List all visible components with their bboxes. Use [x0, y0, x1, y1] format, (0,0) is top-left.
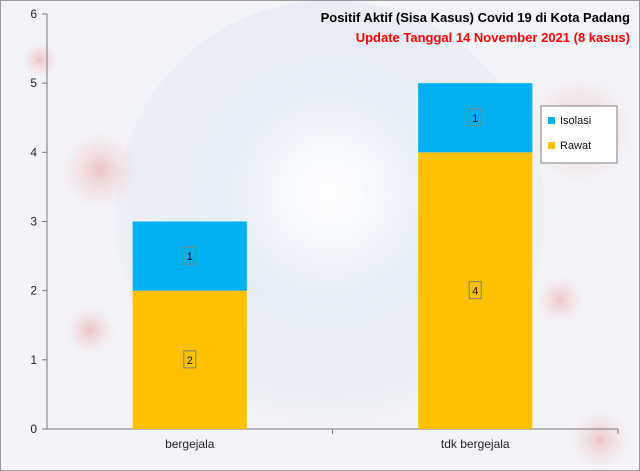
legend-swatch-rawat	[548, 142, 555, 149]
data-label-box	[183, 350, 197, 369]
data-label-box	[183, 246, 197, 265]
virus-particle-decoration	[536, 276, 584, 324]
virus-particle-decoration	[22, 42, 58, 78]
data-label: 1	[472, 113, 478, 125]
legend-box	[540, 105, 618, 164]
bar-isolasi-tdk-bergejala	[418, 83, 533, 153]
bar-rawat-bergejala	[132, 290, 247, 429]
data-label-box	[468, 281, 482, 300]
x-category-label: bergejala	[165, 437, 215, 451]
bars: 2 1 4 1	[132, 83, 533, 430]
virus-particle-decoration	[64, 304, 116, 356]
y-tick-label: 2	[30, 284, 37, 298]
y-tick-label: 0	[30, 422, 37, 436]
bar-isolasi-bergejala	[132, 221, 247, 291]
x-category-label: tdk bergejala	[441, 437, 510, 451]
legend-swatch-isolasi	[548, 117, 555, 124]
y-tick-label: 4	[30, 145, 37, 159]
data-label-box	[468, 108, 482, 127]
virus-particle-decoration	[570, 410, 630, 470]
bar-rawat-tdk-bergejala	[418, 152, 533, 430]
chart-subtitle: Update Tanggal 14 November 2021 (8 kasus…	[356, 30, 630, 45]
data-label: 4	[472, 286, 478, 298]
data-label: 2	[187, 355, 193, 367]
legend-label-isolasi: Isolasi	[560, 115, 591, 127]
virus-particle-decoration	[60, 130, 140, 210]
axes: 0 1 2 3 4 5 6 bergejala tdk bergejala	[30, 7, 619, 451]
legend-label-rawat: Rawat	[560, 140, 591, 152]
data-label: 1	[187, 251, 193, 263]
y-tick-label: 6	[30, 7, 37, 21]
y-tick-label: 3	[30, 215, 37, 229]
y-tick-label: 1	[30, 353, 37, 367]
y-tick-label: 5	[30, 76, 37, 90]
chart-title: Positif Aktif (Sisa Kasus) Covid 19 di K…	[321, 10, 630, 25]
legend: Isolasi Rawat	[540, 105, 618, 164]
